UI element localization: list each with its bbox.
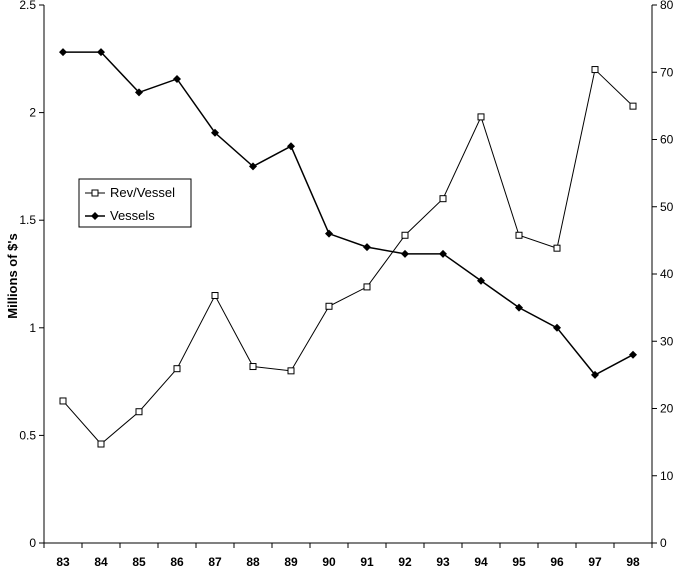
data-point-rev-vessel bbox=[553, 244, 561, 252]
legend-marker-rev-vessel bbox=[91, 189, 99, 197]
data-point-vessels bbox=[211, 128, 219, 137]
legend-label-rev-vessel: Rev/Vessel bbox=[110, 185, 175, 200]
y-axis-title: Millions of $'s bbox=[5, 233, 20, 318]
right-tick-label: 70 bbox=[660, 65, 674, 79]
right-tick-label: 50 bbox=[660, 200, 674, 214]
data-point-rev-vessel bbox=[629, 102, 637, 110]
data-point-vessels bbox=[173, 74, 181, 83]
x-tick-label: 87 bbox=[208, 555, 222, 569]
right-tick-label: 30 bbox=[660, 334, 674, 348]
data-point-vessels bbox=[325, 229, 333, 238]
data-point-rev-vessel bbox=[325, 302, 333, 310]
x-tick-label: 98 bbox=[626, 555, 640, 569]
series-line-vessels bbox=[63, 51, 634, 376]
x-axis: 83 84 85 86 87 88 89 90 91 92 93 94 95 96 97 98 bbox=[43, 543, 653, 569]
data-point-vessels bbox=[553, 323, 561, 332]
right-tick-label: 0 bbox=[660, 536, 667, 550]
plot-frame bbox=[43, 5, 653, 544]
right-tick-label: 80 bbox=[660, 0, 674, 12]
x-tick-label: 91 bbox=[360, 555, 374, 569]
data-point-rev-vessel bbox=[135, 408, 143, 416]
left-tick-label: 2.5 bbox=[19, 0, 36, 12]
right-tick-label: 60 bbox=[660, 133, 674, 147]
left-tick-label: 0 bbox=[29, 536, 36, 550]
data-point-rev-vessel bbox=[439, 195, 447, 203]
data-point-vessels bbox=[477, 276, 485, 285]
data-point-rev-vessel bbox=[249, 363, 257, 371]
data-point-rev-vessel bbox=[97, 440, 105, 448]
right-axis: 0 10 20 30 40 50 60 70 80 bbox=[652, 0, 674, 550]
data-point-rev-vessel bbox=[515, 231, 523, 239]
left-tick-label: 1.5 bbox=[19, 213, 36, 227]
data-point-rev-vessel bbox=[591, 66, 599, 74]
data-point-vessels bbox=[287, 142, 295, 151]
data-point-rev-vessel bbox=[287, 367, 295, 375]
x-tick-label: 92 bbox=[398, 555, 412, 569]
x-tick-label: 84 bbox=[94, 555, 108, 569]
data-point-rev-vessel bbox=[401, 231, 409, 239]
data-point-rev-vessel bbox=[59, 397, 67, 405]
x-tick-label: 83 bbox=[56, 555, 70, 569]
x-tick-label: 95 bbox=[512, 555, 526, 569]
x-tick-label: 86 bbox=[170, 555, 184, 569]
x-tick-label: 93 bbox=[436, 555, 450, 569]
data-point-vessels bbox=[135, 88, 143, 97]
data-point-rev-vessel bbox=[477, 113, 485, 121]
legend: Rev/Vessel Vessels bbox=[78, 178, 192, 228]
left-tick-label: 2 bbox=[29, 106, 36, 120]
right-tick-label: 40 bbox=[660, 267, 674, 281]
x-tick-label: 96 bbox=[550, 555, 564, 569]
x-tick-label: 97 bbox=[588, 555, 602, 569]
data-point-vessels bbox=[363, 243, 371, 252]
data-point-rev-vessel bbox=[363, 283, 371, 291]
legend-box bbox=[78, 178, 192, 228]
data-point-vessels bbox=[249, 162, 257, 171]
data-point-rev-vessel bbox=[211, 292, 219, 300]
data-point-vessels bbox=[629, 350, 637, 359]
left-axis: 0 0.5 1 1.5 2 2.5 bbox=[19, 0, 44, 550]
data-point-vessels bbox=[591, 370, 599, 379]
data-point-vessels bbox=[59, 48, 67, 57]
right-tick-label: 20 bbox=[660, 402, 674, 416]
x-tick-label: 89 bbox=[284, 555, 298, 569]
data-point-vessels bbox=[401, 249, 409, 258]
x-tick-label: 85 bbox=[132, 555, 146, 569]
data-point-vessels bbox=[515, 303, 523, 312]
left-tick-label: 1 bbox=[29, 321, 36, 335]
data-point-vessels bbox=[97, 48, 105, 57]
right-tick-label: 10 bbox=[660, 469, 674, 483]
legend-marker-vessels bbox=[91, 212, 99, 220]
x-tick-label: 94 bbox=[474, 555, 488, 569]
legend-label-vessels: Vessels bbox=[110, 208, 155, 223]
left-tick-label: 0.5 bbox=[19, 428, 36, 442]
x-tick-label: 90 bbox=[322, 555, 336, 569]
x-tick-label: 88 bbox=[246, 555, 260, 569]
data-point-rev-vessel bbox=[173, 365, 181, 373]
series-layer bbox=[59, 48, 637, 448]
data-point-vessels bbox=[439, 249, 447, 258]
series-line-rev-vessel bbox=[62, 68, 634, 445]
